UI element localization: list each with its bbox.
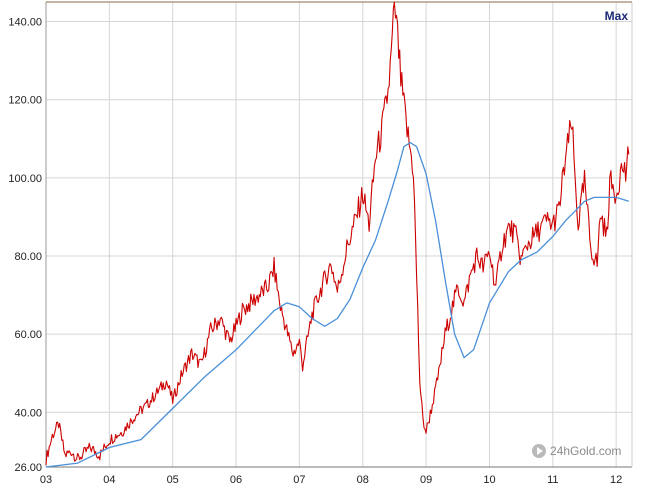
y-tick-label: 40.00	[14, 407, 42, 419]
y-tick-label: 100.00	[8, 173, 42, 185]
play-circle-icon	[532, 444, 546, 458]
y-tick-label: 80.00	[14, 251, 42, 263]
range-max-button[interactable]: Max	[604, 9, 628, 23]
grid	[45, 2, 632, 468]
x-tick-label: 04	[103, 474, 115, 486]
series-layer	[45, 1, 630, 468]
x-tick-label: 03	[40, 474, 52, 486]
x-tick-label: 11	[547, 474, 558, 486]
y-axis-ticks: 26.00 40.00 60.00 80.00 100.00 120.00 140.00	[8, 17, 42, 474]
watermark-text: 24hGold.com	[550, 444, 622, 458]
y-tick-label: 60.00	[14, 329, 42, 341]
y-tick-label: 26.00	[14, 462, 42, 474]
x-tick-label: 09	[420, 474, 432, 486]
plot-frame	[45, 1, 633, 468]
price-series-line	[45, 1, 630, 466]
x-tick-label: 12	[610, 474, 622, 486]
y-tick-label: 140.00	[8, 17, 42, 29]
x-tick-label: 10	[483, 474, 495, 486]
x-tick-label: 05	[167, 474, 179, 486]
watermark: 24hGold.com	[532, 444, 621, 458]
average-series-line	[45, 142, 629, 468]
x-axis-ticks: 03 04 05 06 07 08 09 10 11 12	[40, 474, 622, 486]
x-tick-label: 08	[357, 474, 369, 486]
x-tick-label: 07	[293, 474, 305, 486]
y-tick-label: 120.00	[8, 95, 42, 107]
x-tick-label: 06	[230, 474, 242, 486]
